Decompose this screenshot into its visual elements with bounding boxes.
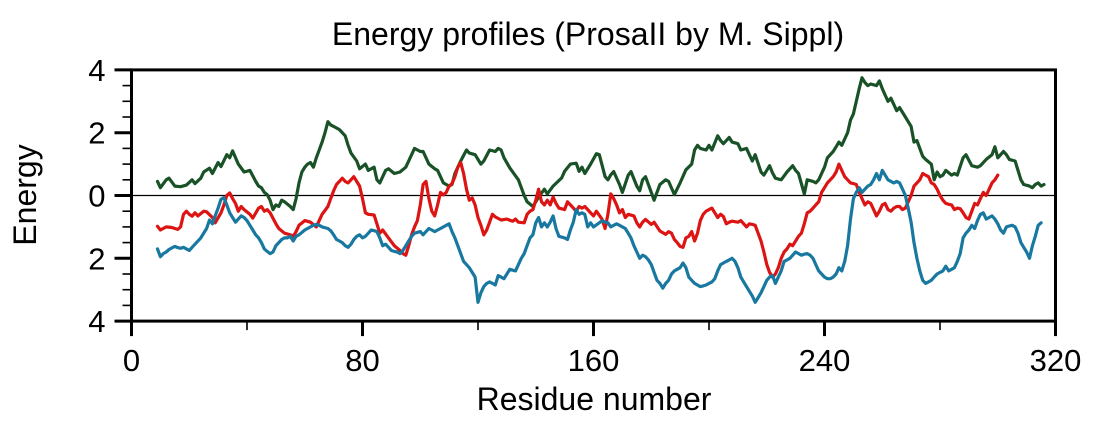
series-line-green-profile — [155, 76, 1046, 212]
x-axis-label: Residue number — [477, 381, 712, 417]
y-tick-label: 2 — [88, 241, 105, 276]
x-tick-label: 0 — [123, 343, 140, 378]
series-line-red-profile — [155, 160, 1000, 279]
x-tick-label: 320 — [1030, 343, 1082, 378]
series-line-blue-profile — [155, 168, 1043, 304]
y-tick-label: 4 — [88, 53, 105, 88]
y-tick-label: 4 — [88, 304, 105, 339]
x-tick-label: 240 — [799, 343, 851, 378]
y-tick-label: 0 — [88, 179, 105, 214]
x-tick-label: 80 — [345, 343, 379, 378]
chart-title: Energy profiles (ProsaII by M. Sippl) — [332, 16, 844, 52]
y-axis-label: Energy — [7, 144, 43, 245]
x-tick-label: 160 — [568, 343, 620, 378]
y-tick-label: 2 — [88, 116, 105, 151]
